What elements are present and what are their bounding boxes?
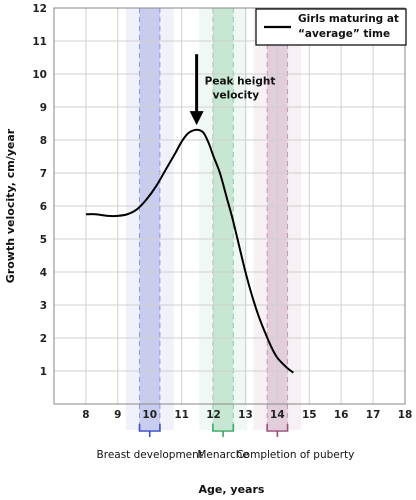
series-line: [85, 128, 294, 374]
milestone-label-0: Breast development: [97, 449, 203, 461]
peak-label-line2: velocity: [213, 90, 260, 102]
y-tick-label: 12: [32, 3, 47, 15]
plot-frame: [53, 7, 406, 405]
x-tick-label: 15: [302, 409, 317, 421]
x-tick-label: 18: [398, 409, 413, 421]
x-tick-label: 13: [238, 409, 253, 421]
y-tick-label: 3: [40, 300, 47, 312]
y-tick-label: 6: [40, 201, 47, 213]
peak-annotation: Peak height velocity: [189, 54, 276, 126]
milestone-label-1: Menarche: [197, 449, 249, 461]
x-tick-label: 10: [142, 409, 157, 421]
x-tick-labels: 8 9 10 11 12 13 14 15 16 17 18: [82, 409, 412, 421]
legend-label-line2: “average” time: [298, 28, 390, 40]
y-tick-label: 9: [40, 102, 47, 114]
y-tick-label: 4: [40, 267, 47, 279]
peak-label-line1: Peak height: [205, 76, 276, 88]
x-tick-label: 8: [82, 409, 89, 421]
band-outer-1: [199, 8, 248, 430]
y-axis-label: Growth velocity, cm/year: [4, 128, 17, 283]
legend: Girls maturing at “average” time: [255, 8, 407, 46]
y-tick-label: 7: [40, 168, 47, 180]
legend-label-line1: Girls maturing at: [298, 13, 399, 25]
y-tick-label: 2: [40, 333, 47, 345]
x-tick-label: 16: [334, 409, 349, 421]
peak-arrow-head: [189, 111, 204, 126]
x-tick-label: 17: [366, 409, 381, 421]
x-tick-label: 14: [270, 409, 285, 421]
x-tick-label: 9: [114, 409, 121, 421]
y-tick-label: 10: [32, 69, 47, 81]
x-axis-label: Age, years: [199, 483, 265, 496]
x-tick-label: 11: [174, 409, 189, 421]
y-tick-label: 1: [40, 366, 47, 378]
y-tick-label: 5: [40, 234, 47, 246]
x-tick-label: 12: [206, 409, 221, 421]
y-tick-label: 11: [32, 36, 47, 48]
milestone-label-2: Completion of puberty: [236, 449, 354, 461]
y-tick-label: 8: [40, 135, 47, 147]
band-inner-1: [212, 8, 234, 430]
